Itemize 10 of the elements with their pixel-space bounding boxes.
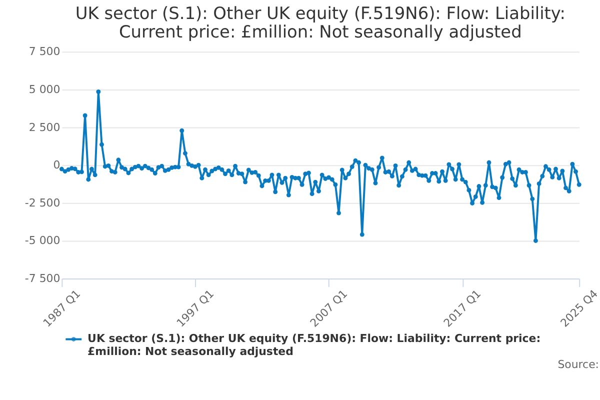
source-note: Source: bbox=[558, 358, 600, 372]
y-tick-label: -7 500 bbox=[24, 272, 60, 286]
y-tick-label: 5 000 bbox=[28, 82, 60, 96]
y-tick-label: -5 000 bbox=[24, 234, 60, 248]
chart-title: UK sector (S.1): Other UK equity (F.519N6): Flow: Liability: Current price: £million: Not seasonally adjusted bbox=[75, 2, 566, 42]
y-tick-label: 2 500 bbox=[28, 120, 60, 134]
y-tick-label: -2 500 bbox=[24, 196, 60, 210]
legend-label: UK sector (S.1): Other UK equity (F.519N6): Flow: Liability: Current price: £million: Not seasonally adjusted bbox=[88, 332, 541, 358]
y-tick-label: 0 bbox=[53, 158, 60, 172]
y-tick-label: 7 500 bbox=[28, 45, 60, 58]
